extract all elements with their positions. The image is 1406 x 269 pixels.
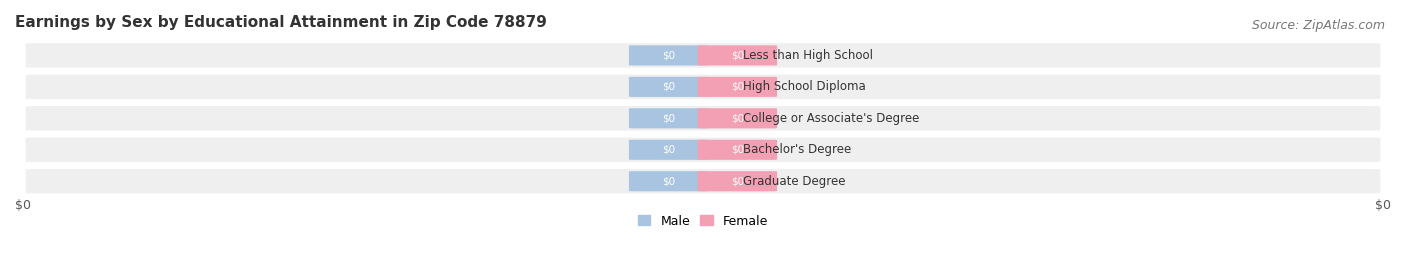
Text: Less than High School: Less than High School bbox=[742, 49, 873, 62]
Text: $0: $0 bbox=[662, 50, 675, 61]
FancyBboxPatch shape bbox=[628, 140, 709, 160]
FancyBboxPatch shape bbox=[628, 108, 709, 128]
FancyBboxPatch shape bbox=[25, 169, 1381, 193]
Text: Source: ZipAtlas.com: Source: ZipAtlas.com bbox=[1251, 19, 1385, 32]
Text: Earnings by Sex by Educational Attainment in Zip Code 78879: Earnings by Sex by Educational Attainmen… bbox=[15, 15, 547, 30]
Text: $0: $0 bbox=[731, 145, 744, 155]
FancyBboxPatch shape bbox=[628, 45, 709, 65]
Text: $0: $0 bbox=[731, 82, 744, 92]
FancyBboxPatch shape bbox=[628, 77, 709, 97]
Text: $0: $0 bbox=[731, 176, 744, 186]
FancyBboxPatch shape bbox=[628, 171, 709, 191]
FancyBboxPatch shape bbox=[697, 45, 778, 65]
FancyBboxPatch shape bbox=[697, 108, 778, 128]
Text: Graduate Degree: Graduate Degree bbox=[742, 175, 845, 188]
Text: Bachelor's Degree: Bachelor's Degree bbox=[742, 143, 851, 156]
FancyBboxPatch shape bbox=[25, 137, 1381, 162]
FancyBboxPatch shape bbox=[25, 43, 1381, 68]
Text: $0: $0 bbox=[731, 113, 744, 123]
Text: $0: $0 bbox=[15, 200, 31, 213]
Text: $0: $0 bbox=[731, 50, 744, 61]
FancyBboxPatch shape bbox=[697, 77, 778, 97]
Text: $0: $0 bbox=[662, 82, 675, 92]
Text: $0: $0 bbox=[662, 145, 675, 155]
FancyBboxPatch shape bbox=[697, 140, 778, 160]
Text: College or Associate's Degree: College or Associate's Degree bbox=[742, 112, 920, 125]
Text: High School Diploma: High School Diploma bbox=[742, 80, 866, 93]
Text: $0: $0 bbox=[1375, 200, 1391, 213]
Legend: Male, Female: Male, Female bbox=[638, 215, 768, 228]
FancyBboxPatch shape bbox=[25, 75, 1381, 99]
FancyBboxPatch shape bbox=[25, 106, 1381, 130]
Text: $0: $0 bbox=[662, 113, 675, 123]
FancyBboxPatch shape bbox=[697, 171, 778, 191]
Text: $0: $0 bbox=[662, 176, 675, 186]
